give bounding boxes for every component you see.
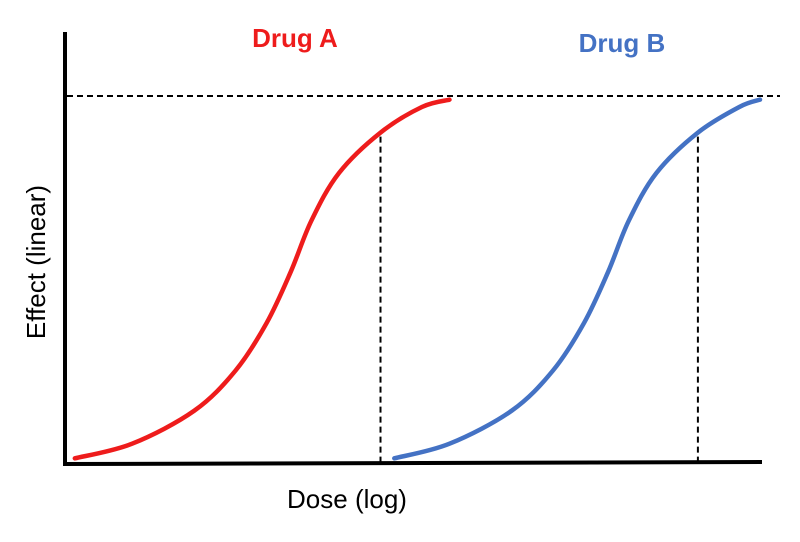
series-line-drug-b: [392, 97, 763, 461]
y-axis-title: Effect (linear): [21, 185, 51, 339]
x-axis-line: [62, 460, 763, 466]
series-label-drug-a: Drug A: [252, 23, 338, 53]
series-label-drug-b: Drug B: [579, 28, 666, 58]
series-line-drug-a: [72, 97, 452, 461]
x-axis-title: Dose (log): [287, 484, 407, 514]
